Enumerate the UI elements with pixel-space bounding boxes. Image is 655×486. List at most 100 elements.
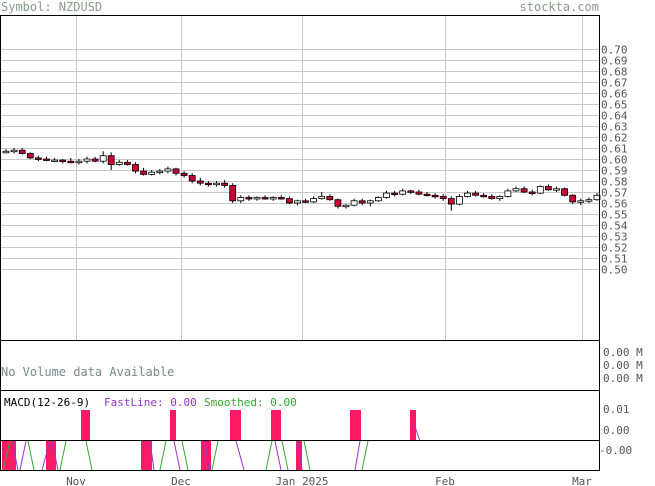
candle <box>18 148 26 155</box>
candle-body <box>496 195 504 199</box>
candle <box>374 196 382 202</box>
candle-body <box>237 197 245 202</box>
candle-body <box>204 182 212 186</box>
price-tick-label: 0.52 <box>601 242 628 255</box>
candle-body <box>91 158 99 162</box>
candle <box>358 198 366 206</box>
candle <box>172 167 180 176</box>
candle-body <box>43 158 50 161</box>
macd-bar <box>81 410 90 440</box>
candle-body <box>553 188 560 191</box>
candle <box>431 193 439 199</box>
candle <box>229 183 237 203</box>
candle <box>221 179 229 188</box>
candle <box>553 186 560 192</box>
macd-bar <box>46 441 56 470</box>
candle <box>26 152 34 159</box>
candle <box>285 196 293 205</box>
candle-body <box>164 168 172 172</box>
candle <box>253 196 261 201</box>
macd-frame <box>0 390 600 471</box>
site-label[interactable]: stockta.com <box>520 0 599 14</box>
candle <box>577 198 585 206</box>
candle <box>423 192 431 197</box>
macd-tick-label: 0.01 <box>603 403 630 416</box>
candle-body <box>83 158 91 162</box>
macd-smooth-line <box>85 440 93 471</box>
price-tick-label: 0.55 <box>601 209 628 222</box>
candle <box>277 195 285 200</box>
macd-lines <box>2 423 421 471</box>
candle <box>561 187 568 197</box>
macd-bar <box>201 441 211 470</box>
candle <box>399 188 407 196</box>
candle-body <box>253 197 261 200</box>
candle <box>383 190 390 199</box>
candle-body <box>504 190 512 197</box>
candle-body <box>277 197 285 200</box>
candle-body <box>431 194 439 198</box>
candle-body <box>51 159 58 163</box>
macd-smooth-line <box>303 440 311 471</box>
price-axis: 0.700.690.680.670.660.650.640.630.620.61… <box>601 44 628 277</box>
candle-body <box>577 200 585 203</box>
x-tick-label: Jan 2025 <box>276 475 329 486</box>
candle-body <box>439 195 447 199</box>
candle <box>455 194 463 206</box>
candle <box>75 159 83 165</box>
volume-panel: No Volume data Available 0.00 M0.00 M0.0… <box>1 346 643 385</box>
candle <box>261 195 269 200</box>
volume-tick-label: 0.00 M <box>603 359 643 372</box>
macd-fast-line <box>173 440 181 471</box>
candle-body <box>528 191 536 194</box>
macd-bars <box>2 410 416 470</box>
candle-body <box>366 200 374 204</box>
candle <box>188 173 196 184</box>
candle-body <box>180 172 188 176</box>
candle <box>148 170 156 176</box>
candle <box>115 160 123 166</box>
volume-tick-label: 0.00 M <box>603 346 643 359</box>
candle-body <box>148 171 156 175</box>
candle-body <box>391 192 399 196</box>
candle <box>318 192 326 200</box>
macd-smooth-line <box>265 440 273 471</box>
candle-body <box>464 192 471 197</box>
candle-body <box>455 195 463 205</box>
macd-bar <box>141 441 152 470</box>
x-axis: Nov Dec Jan 2025 Feb Mar <box>66 475 592 486</box>
macd-fast-line <box>413 423 421 442</box>
candle-body <box>536 186 544 194</box>
candle-body <box>480 194 488 198</box>
x-tick-label: Feb <box>435 475 455 486</box>
candle-body <box>285 198 293 204</box>
candle-body <box>115 161 123 165</box>
price-frame <box>0 15 600 341</box>
candle <box>140 167 148 176</box>
candle-body <box>545 186 552 191</box>
macd-legend-bg <box>1 395 291 409</box>
candle-body <box>213 182 220 186</box>
price-tick-label: 0.63 <box>601 121 628 134</box>
macd-axis: 0.01 0.00 -0.00 <box>599 403 632 457</box>
candle <box>107 152 115 170</box>
candle-body <box>10 149 18 153</box>
candle <box>480 193 488 198</box>
macd-fast-line <box>235 440 245 471</box>
candle-body <box>488 195 496 199</box>
price-tick-label: 0.61 <box>601 143 628 156</box>
macd-smooth-line <box>27 440 35 471</box>
macd-fast-line <box>41 440 51 471</box>
price-tick-label: 0.50 <box>601 264 628 277</box>
price-tick-label: 0.53 <box>601 231 628 244</box>
candle <box>472 190 480 197</box>
candle <box>334 198 342 209</box>
candle-body <box>334 199 342 207</box>
panel-frames <box>0 15 600 471</box>
candle-body <box>472 192 480 196</box>
candle <box>294 199 301 206</box>
candle <box>366 199 374 207</box>
candle <box>83 156 91 164</box>
candle-body <box>512 188 520 192</box>
candle-body <box>75 160 83 164</box>
